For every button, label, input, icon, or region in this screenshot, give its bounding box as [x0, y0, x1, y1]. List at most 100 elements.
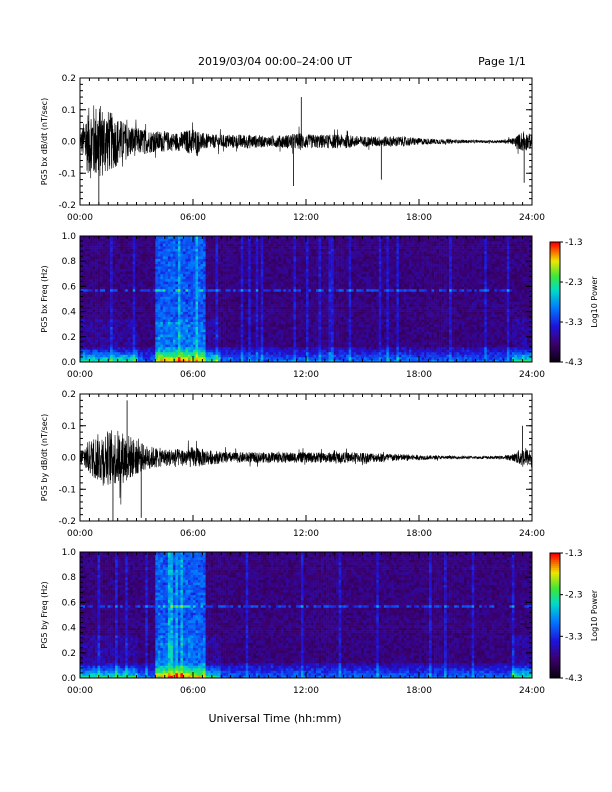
spectrogram-cell [130, 347, 133, 350]
spectrogram-cell [133, 256, 136, 259]
spectrogram-cell [201, 334, 204, 337]
spectrogram-cell [319, 314, 322, 317]
spectrogram-cell [208, 246, 211, 249]
spectrogram-cell [213, 261, 216, 264]
spectrogram-cell [123, 249, 126, 252]
spectrogram-cell [278, 314, 281, 317]
spectrogram-cell [218, 317, 221, 320]
spectrogram-cell [160, 269, 163, 272]
spectrogram-cell [123, 266, 126, 269]
spectrogram-cell [155, 256, 158, 259]
spectrogram-cell [103, 264, 106, 267]
spectrogram-cell [273, 337, 276, 340]
spectrogram-cell [208, 296, 211, 299]
x-tick-label: 18:00 [406, 213, 432, 223]
spectrogram-cell [288, 266, 291, 269]
spectrogram-cell [145, 296, 148, 299]
spectrogram-cell [316, 324, 319, 327]
spectrogram-cell [103, 339, 106, 342]
spectrogram-cell [85, 264, 88, 267]
spectrogram-cell [248, 302, 251, 305]
spectrogram-cell [248, 332, 251, 335]
spectrogram-cell [258, 317, 261, 320]
spectrogram-cell [238, 281, 241, 284]
spectrogram-cell [113, 327, 116, 330]
spectrogram-cell [301, 304, 304, 307]
spectrogram-cell [273, 259, 276, 262]
spectrogram-cell [148, 299, 151, 302]
spectrogram-cell [125, 294, 128, 297]
spectrogram-cell [226, 352, 229, 355]
spectrogram-cell [201, 312, 204, 315]
spectrogram-cell [216, 334, 219, 337]
spectrogram-cell [303, 349, 306, 352]
spectrogram-cell [316, 304, 319, 307]
spectrogram-cell [218, 339, 221, 342]
spectrogram-cell [175, 334, 178, 337]
spectrogram-cell [286, 307, 289, 310]
spectrogram-cell [135, 317, 138, 320]
spectrogram-cell [158, 266, 161, 269]
spectrogram-cell [216, 276, 219, 279]
spectrogram-cell [298, 322, 301, 325]
spectrogram-cell [196, 291, 199, 294]
spectrogram-cell [88, 312, 91, 315]
spectrogram-cell [168, 314, 171, 317]
spectrogram-cell [203, 352, 206, 355]
spectrogram-cell [226, 334, 229, 337]
spectrogram-cell [288, 307, 291, 310]
spectrogram-cell [135, 342, 138, 345]
spectrogram-cell [165, 322, 168, 325]
spectrogram-cell [170, 349, 173, 352]
spectrogram-cell [155, 334, 158, 337]
spectrogram-cell [301, 324, 304, 327]
spectrogram-cell [178, 357, 181, 360]
spectrogram-cell [85, 254, 88, 257]
spectrogram-cell [183, 281, 186, 284]
spectrogram-cell [201, 314, 204, 317]
spectrogram-cell [115, 296, 118, 299]
spectrogram-cell [85, 322, 88, 325]
spectrogram-cell [211, 244, 214, 247]
spectrogram-cell [98, 314, 101, 317]
spectrogram-cell [226, 266, 229, 269]
spectrogram-cell [286, 259, 289, 262]
spectrogram-cell [183, 254, 186, 257]
spectrogram-cell [120, 329, 123, 332]
spectrogram-cell [288, 332, 291, 335]
spectrogram-cell [153, 241, 156, 244]
spectrogram-cell [298, 276, 301, 279]
spectrogram-cell [103, 354, 106, 357]
spectrogram-cell [263, 329, 266, 332]
spectrogram-cell [115, 304, 118, 307]
spectrogram-cell [256, 261, 259, 264]
spectrogram-cell [155, 307, 158, 310]
spectrogram-cell [190, 337, 193, 340]
spectrogram-cell [118, 289, 121, 292]
spectrogram-cell [208, 286, 211, 289]
spectrogram-cell [311, 291, 314, 294]
spectrogram-cell [140, 269, 143, 272]
spectrogram-cell [288, 352, 291, 355]
spectrogram-cell [105, 309, 108, 312]
spectrogram-cell [228, 291, 231, 294]
spectrogram-cell [291, 339, 294, 342]
spectrogram-cell [223, 302, 226, 305]
spectrogram-cell [88, 339, 91, 342]
spectrogram-cell [160, 334, 163, 337]
spectrogram-cell [291, 276, 294, 279]
spectrogram-cell [201, 352, 204, 355]
spectrogram-cell [306, 281, 309, 284]
spectrogram-cell [183, 289, 186, 292]
spectrogram-cell [140, 317, 143, 320]
spectrogram-cell [206, 274, 209, 277]
spectrogram-cell [236, 322, 239, 325]
spectrogram-cell [93, 241, 96, 244]
spectrogram-cell [100, 329, 103, 332]
spectrogram-cell [105, 286, 108, 289]
spectrogram-cell [223, 269, 226, 272]
spectrogram-cell [125, 251, 128, 254]
spectrogram-cell [236, 342, 239, 345]
spectrogram-cell [246, 246, 249, 249]
spectrogram-cell [173, 352, 176, 355]
